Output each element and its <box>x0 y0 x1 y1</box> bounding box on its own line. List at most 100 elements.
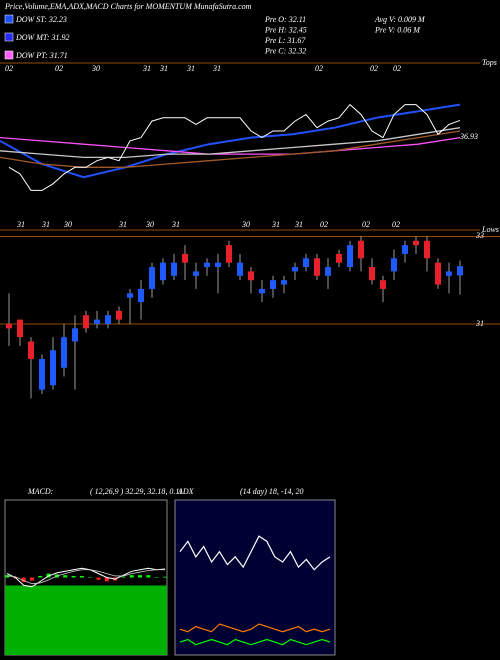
candle-body <box>193 271 199 276</box>
candle-body <box>17 319 23 338</box>
date-label: 02 <box>362 220 370 229</box>
adx-subtitle: (14 day) 18, -14, 20 <box>240 487 304 496</box>
candle-body <box>270 280 276 289</box>
candle-body <box>226 245 232 263</box>
macd-hist <box>121 576 126 578</box>
date-label: 30 <box>241 220 250 229</box>
date-label: 31 <box>171 220 180 229</box>
date-label: 31 <box>41 220 50 229</box>
date-label: 02 <box>5 64 13 73</box>
info-text: Pre V: 0.06 M <box>374 25 421 34</box>
date-label: 31 <box>271 220 280 229</box>
candle-body <box>50 350 56 386</box>
macd-hist <box>71 575 76 578</box>
info-text: Pre C: 32.32 <box>264 46 306 55</box>
candle-body <box>127 293 133 298</box>
legend-swatch <box>4 50 14 60</box>
macd-hist <box>88 577 93 578</box>
date-label: 31 <box>186 64 195 73</box>
macd-hist <box>129 575 134 578</box>
candle-body <box>182 253 188 263</box>
lows-label: Lows <box>481 225 499 234</box>
candle-body <box>237 262 243 276</box>
y-tick-label: 33 <box>475 231 484 240</box>
legend-label: DOW MT: 31.92 <box>15 33 70 42</box>
date-label: 31 <box>142 64 151 73</box>
y-tick-label: 31 <box>475 319 484 328</box>
ema-line <box>0 136 461 155</box>
candle-body <box>215 262 221 268</box>
info-text: Avg V: 0.009 M <box>374 15 426 24</box>
candle-body <box>94 319 100 324</box>
candle-body <box>347 245 353 268</box>
tops-label: Tops <box>482 58 497 67</box>
macd-hist <box>146 575 151 578</box>
candle-body <box>446 271 452 276</box>
candle-body <box>314 258 320 276</box>
macd-subtitle: ( 12,26,9 ) 32.29, 32.18, 0.11 <box>90 487 183 496</box>
candle-body <box>435 262 441 285</box>
candle-body <box>160 262 166 281</box>
adx-panel <box>174 499 336 656</box>
date-label: 31 <box>16 220 25 229</box>
date-label: 30 <box>63 220 72 229</box>
candle-body <box>281 280 287 285</box>
adx-title: ADX <box>177 487 195 496</box>
candle-body <box>83 315 89 329</box>
candle-body <box>248 271 254 281</box>
candle-body <box>336 253 342 263</box>
date-label: 31 <box>294 220 303 229</box>
date-label: 30 <box>145 220 154 229</box>
ema-line <box>0 103 461 179</box>
macd-hist <box>38 575 43 578</box>
candle-body <box>105 315 111 324</box>
candle-body <box>303 258 309 268</box>
legend-swatch <box>4 14 14 24</box>
candle-body <box>28 341 34 360</box>
candle-body <box>369 267 375 281</box>
candle-body <box>171 262 177 276</box>
candle-body <box>6 323 12 329</box>
info-text: Pre H: 32.45 <box>264 25 307 34</box>
candle-body <box>292 267 298 272</box>
date-label: 31 <box>212 64 221 73</box>
date-label: 02 <box>370 64 378 73</box>
candle-body <box>259 288 265 294</box>
macd-hist <box>154 577 159 578</box>
price-line <box>8 103 461 191</box>
chart-title: Price,Volume,EMA,ADX,MACD Charts for MOM… <box>4 2 252 11</box>
legend-label: DOW PT: 31.71 <box>15 51 68 60</box>
price-annotation: 36.93 <box>459 132 478 141</box>
macd-hist <box>63 575 68 578</box>
info-text: Pre O: 32.11 <box>264 15 306 24</box>
candle-body <box>149 267 155 289</box>
candle-body <box>204 262 210 268</box>
macd-hist <box>29 577 34 581</box>
candle-body <box>402 245 408 254</box>
candle-body <box>380 280 386 289</box>
candle-body <box>39 359 45 390</box>
minus-di-line <box>179 638 331 646</box>
macd-hist <box>79 575 84 578</box>
candle-body <box>413 240 419 246</box>
macd-area <box>5 585 167 655</box>
adx-line <box>179 535 331 571</box>
date-label: 02 <box>320 220 328 229</box>
candle-body <box>358 240 364 259</box>
candle-body <box>391 258 397 272</box>
candle-body <box>138 288 144 303</box>
candle-body <box>72 328 78 342</box>
ema-line <box>0 130 461 168</box>
macd-hist <box>104 577 109 582</box>
macd-title: MACD: <box>27 487 54 496</box>
candle-body <box>424 240 430 259</box>
date-label: 31 <box>118 220 127 229</box>
macd-hist <box>138 575 143 578</box>
candle-body <box>457 266 463 276</box>
ema-line <box>0 127 461 159</box>
macd-hist <box>96 577 101 580</box>
candle-body <box>116 310 122 320</box>
date-label: 31 <box>159 64 168 73</box>
